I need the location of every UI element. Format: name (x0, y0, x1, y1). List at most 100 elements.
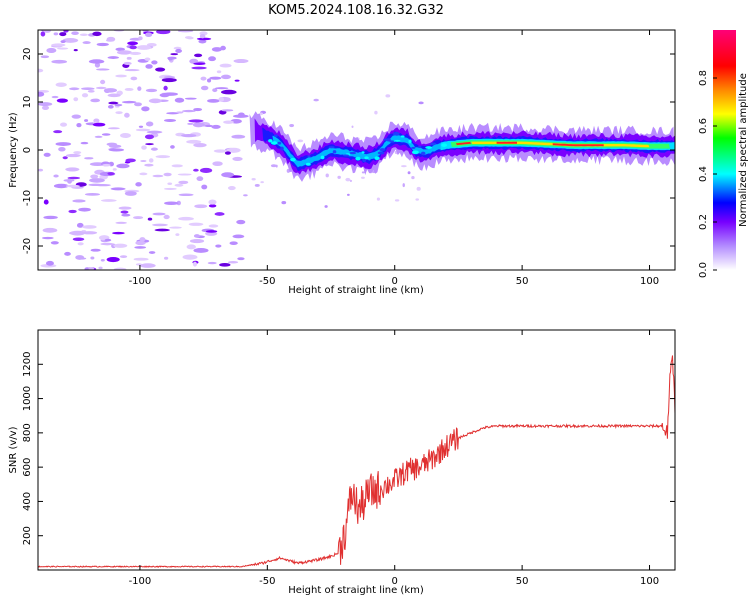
spectrogram-xlabel: Height of straight line (km) (288, 285, 424, 296)
snr-ytick-label: 400 (22, 492, 33, 511)
colorbar-tick-label: 0.4 (698, 166, 709, 182)
noise-blob (40, 31, 46, 37)
noise-blob (82, 225, 97, 229)
noise-blob (208, 199, 217, 205)
noise-blob (64, 251, 71, 256)
noise-blob (181, 133, 197, 138)
noise-blob (130, 76, 138, 81)
noise-blob (43, 199, 49, 205)
noise-blob (43, 215, 58, 220)
noise-blob (119, 132, 131, 138)
noise-blob (237, 257, 245, 261)
noise-blob (103, 88, 118, 93)
noise-blob (107, 56, 120, 59)
noise-blob (140, 159, 147, 163)
noise-blob (42, 227, 58, 233)
noise-blob (216, 70, 222, 74)
spectrogram-xtick-label: 50 (516, 276, 529, 287)
noise-blob (73, 49, 78, 52)
noise-blob (113, 267, 127, 270)
noise-blob (188, 119, 204, 123)
noise-blob (92, 122, 106, 127)
noise-blob (45, 260, 54, 266)
noise-blob (101, 133, 111, 136)
noise-blob (147, 217, 153, 221)
snr-ylabel: SNR (v/v) (8, 426, 19, 473)
noise-blob (94, 62, 101, 68)
noise-blob (104, 238, 112, 242)
noise-blob (163, 172, 172, 177)
noise-blob (223, 120, 234, 124)
noise-blob (145, 121, 154, 127)
noise-blob (178, 180, 189, 185)
noise-blob (152, 174, 164, 178)
noise-blob (236, 219, 246, 225)
noise-blob (198, 39, 207, 44)
noise-blob (43, 152, 51, 157)
noise-blob (81, 231, 98, 235)
noise-blob (71, 114, 81, 119)
noise-blob (80, 141, 89, 145)
noise-blob (178, 216, 194, 221)
spectrogram-xtick-label: -100 (129, 276, 152, 287)
noise-blob (95, 184, 111, 187)
noise-blob (78, 207, 91, 212)
noise-blob (227, 186, 236, 191)
noise-blob (191, 66, 207, 70)
noise-blob (221, 172, 235, 178)
ridge-red (455, 141, 472, 146)
noise-blob (193, 234, 200, 238)
noise-blob (119, 255, 128, 259)
noise-blob (102, 163, 111, 167)
ridge-spot (307, 155, 311, 158)
noise-blob (193, 107, 203, 112)
noise-blob (196, 176, 204, 182)
noise-blob (70, 230, 85, 236)
noise-blob (106, 142, 118, 146)
noise-blob (100, 259, 105, 262)
noise-blob (90, 98, 101, 103)
noise-blob (174, 97, 185, 103)
noise-blob (219, 63, 232, 68)
noise-blob (96, 68, 110, 71)
noise-blob (107, 93, 121, 98)
noise-blob (138, 125, 144, 128)
noise-blob (187, 122, 194, 125)
noise-blob (259, 112, 263, 116)
spectrogram-ytick-label: -10 (22, 190, 33, 206)
noise-blob (60, 122, 68, 127)
noise-blob (65, 167, 80, 172)
ridge-spot (328, 146, 335, 149)
noise-blob (145, 143, 154, 146)
ridge-spot (386, 138, 391, 142)
noise-blob (133, 257, 149, 261)
ridge-spot (408, 139, 412, 144)
noise-blob (152, 212, 166, 216)
noise-blob (100, 242, 115, 246)
noise-blob (175, 48, 182, 54)
noise-blob (208, 204, 217, 208)
noise-blob (193, 142, 207, 148)
noise-blob (81, 87, 95, 91)
noise-blob (124, 112, 130, 118)
noise-blob (53, 183, 69, 189)
noise-blob (163, 76, 176, 79)
noise-blob (124, 191, 137, 196)
ridge-spot (393, 132, 398, 135)
noise-blob (204, 124, 213, 128)
colorbar-tick-label: 0.0 (698, 262, 709, 278)
colorbar-ticks: 0.0 0.2 0.4 0.6 0.8 (698, 70, 717, 278)
noise-blob (134, 102, 142, 107)
noise-blob (115, 74, 127, 78)
noise-blob (98, 266, 103, 270)
noise-blob (139, 172, 148, 176)
noise-blob (212, 161, 223, 167)
noise-blob (118, 206, 132, 210)
snr-ytick-label: 600 (22, 458, 33, 477)
noise-blob (41, 105, 50, 110)
noise-blob (163, 187, 177, 190)
noise-blob (56, 98, 68, 103)
noise-blob (115, 221, 128, 224)
noise-blob (112, 168, 117, 171)
ridge-spot (349, 151, 357, 155)
